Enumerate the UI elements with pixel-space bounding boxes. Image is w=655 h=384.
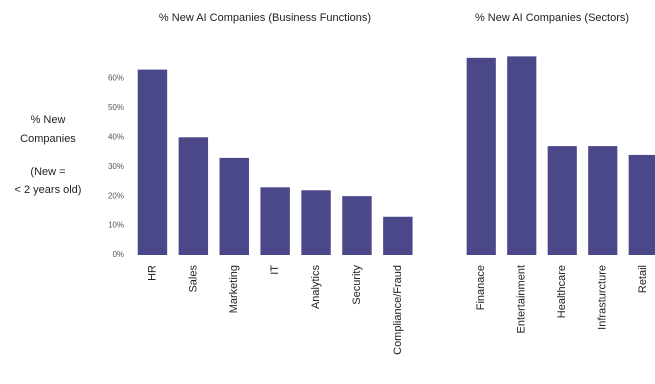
bar — [178, 137, 209, 255]
bar — [507, 56, 537, 255]
bar — [301, 190, 331, 255]
bar — [547, 146, 577, 255]
x-tick-label: Security — [351, 265, 363, 305]
x-tick-label: Retail — [637, 265, 649, 293]
note: < 2 years old) — [15, 184, 82, 196]
y-tick-label: 60% — [108, 74, 124, 83]
x-tick-label: HR — [146, 265, 158, 281]
x-tick-label: IT — [269, 265, 281, 275]
y-axis-label: Companies — [20, 133, 76, 145]
x-tick-label: Sales — [187, 265, 199, 293]
bar — [628, 154, 655, 255]
x-tick-label: Entertainment — [516, 265, 528, 333]
x-tick-label: Marketing — [228, 265, 240, 313]
x-tick-label: Healthcare — [556, 265, 568, 318]
y-tick-label: 10% — [108, 221, 124, 230]
x-tick-label: Infrasturcture — [597, 265, 609, 330]
note: (New = — [30, 166, 65, 178]
y-axis-label: % New — [31, 114, 66, 126]
x-tick-label: Compliance/Fraud — [392, 265, 404, 355]
y-tick-label: 0% — [112, 250, 124, 259]
chart-title: % New AI Companies (Business Functions) — [159, 12, 371, 24]
y-tick-label: 50% — [108, 103, 124, 112]
bar — [342, 196, 372, 255]
bar — [219, 157, 249, 255]
y-tick-label: 30% — [108, 162, 124, 171]
bar — [466, 57, 496, 256]
bar — [260, 187, 290, 255]
bar — [383, 216, 413, 255]
x-tick-label: Finanace — [475, 265, 487, 310]
bar — [137, 69, 168, 255]
y-tick-label: 40% — [108, 132, 124, 141]
x-tick-label: Analytics — [310, 265, 322, 310]
bar — [588, 146, 618, 255]
y-tick-label: 20% — [108, 191, 124, 200]
chart-title: % New AI Companies (Sectors) — [475, 12, 629, 24]
